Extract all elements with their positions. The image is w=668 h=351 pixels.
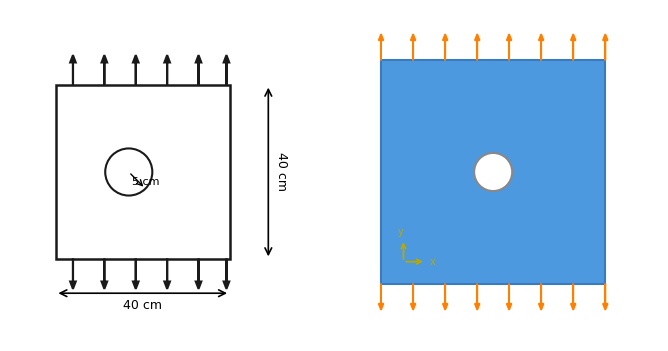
FancyArrow shape bbox=[196, 259, 201, 289]
Text: 40 cm: 40 cm bbox=[275, 152, 289, 192]
FancyArrow shape bbox=[102, 259, 107, 289]
FancyArrow shape bbox=[196, 55, 201, 85]
FancyArrow shape bbox=[164, 259, 170, 289]
FancyArrow shape bbox=[443, 284, 448, 310]
FancyArrow shape bbox=[538, 34, 544, 60]
FancyArrow shape bbox=[570, 34, 576, 60]
FancyArrow shape bbox=[475, 284, 480, 310]
Circle shape bbox=[474, 153, 512, 191]
Text: 40 cm: 40 cm bbox=[123, 299, 162, 312]
FancyArrow shape bbox=[411, 284, 415, 310]
FancyArrow shape bbox=[133, 259, 138, 289]
FancyArrow shape bbox=[475, 34, 480, 60]
FancyArrow shape bbox=[224, 55, 229, 85]
Text: x: x bbox=[430, 257, 435, 267]
FancyArrow shape bbox=[379, 284, 383, 310]
FancyArrow shape bbox=[603, 34, 608, 60]
FancyArrow shape bbox=[506, 34, 512, 60]
FancyArrow shape bbox=[538, 284, 544, 310]
FancyArrow shape bbox=[603, 284, 608, 310]
Bar bbox=[381, 60, 605, 284]
FancyArrow shape bbox=[570, 284, 576, 310]
FancyArrow shape bbox=[133, 55, 138, 85]
Text: 5 cm: 5 cm bbox=[132, 177, 160, 187]
Text: y: y bbox=[397, 227, 403, 237]
FancyArrow shape bbox=[411, 34, 415, 60]
FancyArrow shape bbox=[443, 34, 448, 60]
FancyArrow shape bbox=[379, 34, 383, 60]
Circle shape bbox=[106, 148, 152, 196]
Bar bbox=[55, 85, 230, 259]
FancyArrow shape bbox=[506, 284, 512, 310]
FancyArrow shape bbox=[70, 259, 75, 289]
FancyArrow shape bbox=[224, 259, 229, 289]
FancyArrow shape bbox=[164, 55, 170, 85]
FancyArrow shape bbox=[102, 55, 107, 85]
FancyArrow shape bbox=[70, 55, 75, 85]
